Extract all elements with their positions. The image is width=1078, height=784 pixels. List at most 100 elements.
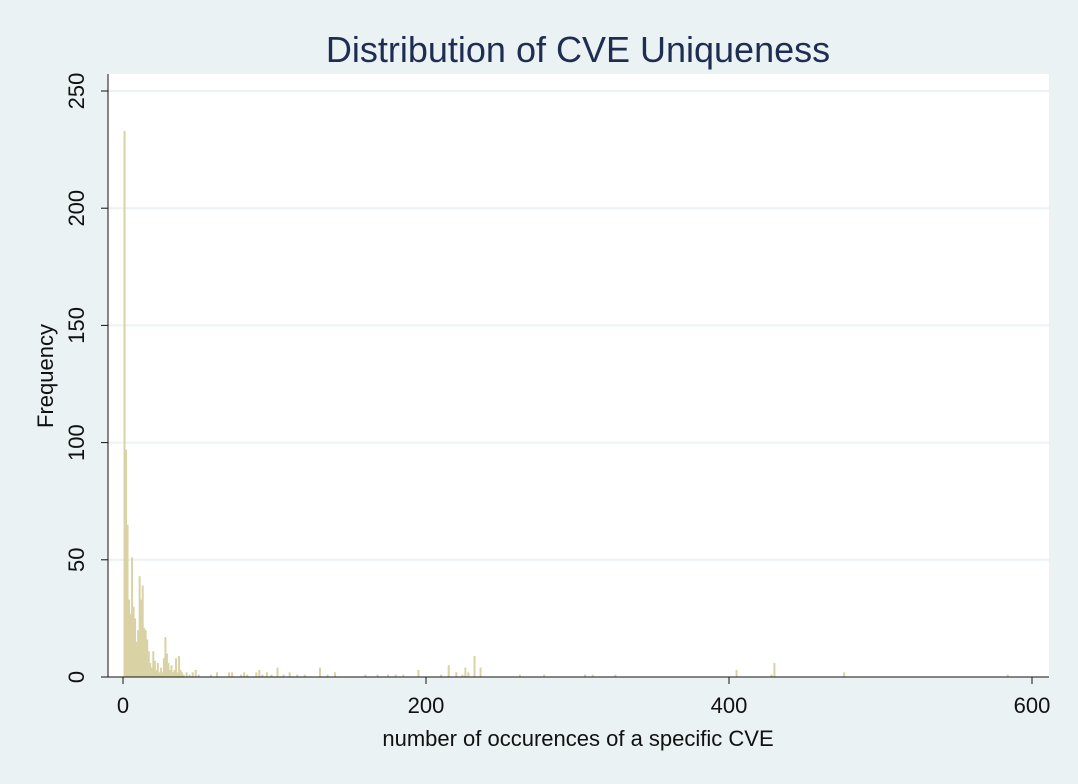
histogram-bar [735,669,738,677]
histogram-bar [255,672,258,677]
histogram-bar [132,606,135,677]
histogram-bar [179,669,182,677]
histogram-bar [773,662,776,677]
histogram-bar [182,674,185,677]
histogram-bar [770,674,773,677]
x-tick-label: 400 [711,693,748,718]
histogram-bar [138,576,141,677]
histogram-bar [318,667,321,677]
gridlines [108,90,1049,561]
histogram-bar [147,651,150,677]
histogram-bar [376,674,379,677]
histogram-bar [543,674,546,677]
y-axis-title: Frequency [33,324,58,428]
histogram-bar [168,669,171,677]
axes [107,74,1049,678]
histogram-bar [137,630,140,677]
histogram-bar [387,674,390,677]
histogram-bar [135,641,138,677]
histogram-bar [240,674,243,677]
histogram-bar [170,665,173,677]
histogram-bar [270,674,273,677]
histogram-bar [162,658,165,677]
histogram-bar [614,674,617,677]
histogram-bar [129,613,132,677]
histogram-bar [144,630,147,677]
histogram-bar [181,672,184,677]
histogram-bar [464,667,467,677]
histogram-bar [185,672,188,677]
histogram-bar [194,669,197,677]
histogram-bar [173,669,176,677]
histogram-bar [364,674,367,677]
chart-title: Distribution of CVE Uniqueness [326,29,830,70]
histogram-bar [134,618,137,677]
histogram-bar [175,658,178,677]
histogram-bar [518,674,521,677]
histogram-bar [176,672,179,677]
plot-area [108,74,1049,677]
x-tick-label: 200 [408,693,445,718]
histogram-bar [159,667,162,677]
histogram-bar [246,674,249,677]
y-tick-label: 100 [64,424,89,461]
histogram-bar [591,674,594,677]
histogram-bar [161,672,164,677]
histogram-bar [473,655,476,677]
histogram-bar [126,524,129,677]
histogram-bar [209,674,212,677]
histogram-bar [258,669,261,677]
histogram-bar [153,660,156,677]
y-tick-label: 250 [64,73,89,110]
histogram-bar [296,674,299,677]
histogram-bar [584,674,587,677]
histogram-bar [150,667,153,677]
histogram-bar [402,674,405,677]
histogram-bar [479,667,482,677]
histogram-bar [165,653,168,677]
histogram-bar [125,449,128,677]
histogram-bar [128,599,131,677]
x-tick-label: 600 [1014,693,1051,718]
histogram-bar [143,627,146,677]
histogram-bar [123,130,126,677]
histogram-bar [326,674,329,677]
y-tick-label: 0 [64,671,89,683]
histogram-bar [172,672,174,677]
histogram-bar [188,674,191,677]
histogram-bar [155,669,158,677]
y-tick-label: 150 [64,307,89,344]
histogram-bar [440,674,443,677]
histogram-bar [141,585,144,677]
histogram-bar [467,672,470,677]
histogram-bar [461,674,464,677]
histogram-bar [276,667,279,677]
histogram-bar [417,669,420,677]
ticks: 0 50 100 150 200 250 0 200 400 600 [64,73,1050,718]
bars [123,130,1009,677]
histogram-bar [261,674,264,677]
histogram-bar [167,662,170,677]
histogram-bar [178,655,181,677]
histogram-bar [197,674,200,677]
histogram-bar [156,662,159,677]
histogram-bar [1006,674,1009,677]
x-tick-label: 0 [117,693,129,718]
histogram-bar [394,674,397,677]
histogram-bar [334,672,337,677]
histogram-bar [158,672,161,677]
histogram-bar [303,674,306,677]
histogram-bar [149,662,152,677]
x-axis-title: number of occurences of a specific CVE [382,726,773,751]
y-tick-label: 50 [64,548,89,572]
histogram-bar [282,674,285,677]
histogram-bar [131,557,134,677]
histogram-bar [146,639,149,677]
histogram-bar [455,672,458,677]
y-tick-label: 200 [64,190,89,227]
histogram-bar [447,665,450,677]
histogram-bar [288,672,291,677]
histogram-bar [191,672,194,677]
histogram-bar [228,672,231,677]
